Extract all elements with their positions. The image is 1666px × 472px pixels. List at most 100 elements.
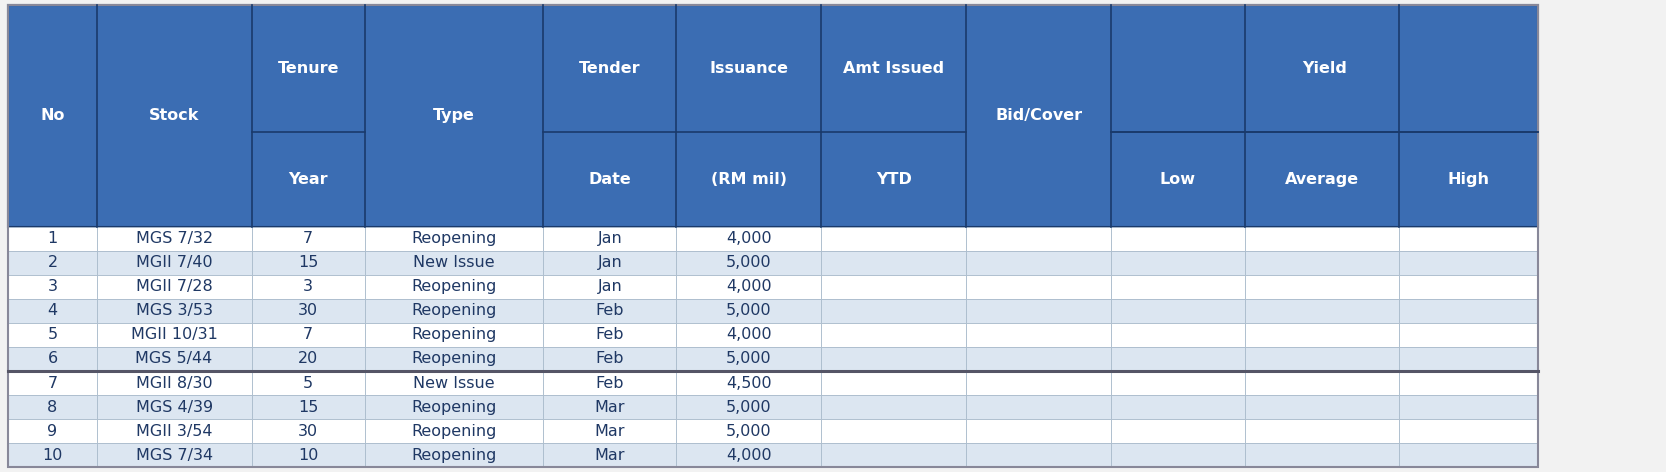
Bar <box>1111 395 1245 419</box>
Bar <box>8 395 97 419</box>
Bar <box>1399 275 1538 299</box>
Text: No: No <box>40 108 65 123</box>
Text: 30: 30 <box>298 303 318 318</box>
Bar <box>252 395 365 419</box>
Bar <box>8 371 97 395</box>
Text: MGS 5/44: MGS 5/44 <box>135 352 213 366</box>
Text: High: High <box>1448 172 1489 187</box>
Bar <box>1111 347 1245 371</box>
Bar <box>1111 323 1245 347</box>
Bar <box>1111 299 1245 323</box>
Bar <box>821 347 966 371</box>
Text: 8: 8 <box>47 400 58 414</box>
Bar <box>676 419 821 443</box>
Bar <box>1399 299 1538 323</box>
Text: Reopening: Reopening <box>412 231 496 246</box>
Text: Tenure: Tenure <box>278 61 338 76</box>
Bar <box>966 395 1111 419</box>
Text: 15: 15 <box>298 400 318 414</box>
Text: Feb: Feb <box>595 303 625 318</box>
Bar <box>252 419 365 443</box>
Bar <box>365 419 543 443</box>
Bar <box>966 275 1111 299</box>
Bar <box>966 323 1111 347</box>
Text: 5,000: 5,000 <box>726 255 771 270</box>
Bar <box>1111 419 1245 443</box>
Bar <box>676 395 821 419</box>
Text: MGII 10/31: MGII 10/31 <box>130 328 218 342</box>
Text: Average: Average <box>1284 172 1359 187</box>
Text: MGII 8/30: MGII 8/30 <box>137 376 212 390</box>
Bar <box>8 5 1538 227</box>
Text: 4,500: 4,500 <box>726 376 771 390</box>
Text: New Issue: New Issue <box>413 255 495 270</box>
Text: Tender: Tender <box>580 61 640 76</box>
Text: 10: 10 <box>298 448 318 463</box>
Text: (RM mil): (RM mil) <box>711 172 786 187</box>
Bar <box>1399 251 1538 275</box>
Text: 6: 6 <box>47 352 58 366</box>
Bar <box>966 227 1111 251</box>
Text: 20: 20 <box>298 352 318 366</box>
Bar <box>365 227 543 251</box>
Bar <box>8 5 1538 132</box>
Bar <box>1399 395 1538 419</box>
Bar <box>1245 251 1399 275</box>
Text: Low: Low <box>1160 172 1196 187</box>
Bar <box>1399 443 1538 467</box>
Text: 15: 15 <box>298 255 318 270</box>
Bar <box>676 299 821 323</box>
Bar <box>966 347 1111 371</box>
Bar <box>821 371 966 395</box>
Bar <box>365 395 543 419</box>
Bar <box>543 275 676 299</box>
Text: 5,000: 5,000 <box>726 352 771 366</box>
Text: Amt Issued: Amt Issued <box>843 61 945 76</box>
Bar <box>1245 371 1399 395</box>
Bar <box>676 251 821 275</box>
Text: Reopening: Reopening <box>412 328 496 342</box>
Text: MGS 7/32: MGS 7/32 <box>135 231 213 246</box>
Bar <box>676 371 821 395</box>
Bar <box>543 395 676 419</box>
Bar <box>97 443 252 467</box>
Bar <box>1245 299 1399 323</box>
Bar <box>543 347 676 371</box>
Bar <box>821 251 966 275</box>
Bar <box>676 347 821 371</box>
Bar <box>8 323 97 347</box>
Bar <box>821 395 966 419</box>
Text: Date: Date <box>588 172 631 187</box>
Bar <box>97 371 252 395</box>
Text: Reopening: Reopening <box>412 448 496 463</box>
Bar <box>966 371 1111 395</box>
Bar <box>543 251 676 275</box>
Text: 5: 5 <box>303 376 313 390</box>
Text: 4,000: 4,000 <box>726 279 771 294</box>
Bar <box>8 251 97 275</box>
Text: Type: Type <box>433 108 475 123</box>
Text: 4,000: 4,000 <box>726 231 771 246</box>
Bar <box>365 323 543 347</box>
Text: 4,000: 4,000 <box>726 328 771 342</box>
Bar <box>97 227 252 251</box>
Bar <box>676 443 821 467</box>
Bar <box>821 299 966 323</box>
Bar <box>1245 323 1399 347</box>
Text: 30: 30 <box>298 424 318 438</box>
Text: Jan: Jan <box>598 231 621 246</box>
Bar <box>97 419 252 443</box>
Bar <box>97 299 252 323</box>
Text: 7: 7 <box>303 231 313 246</box>
Text: Reopening: Reopening <box>412 352 496 366</box>
Bar <box>1245 443 1399 467</box>
Text: MGII 7/28: MGII 7/28 <box>135 279 213 294</box>
Bar <box>676 275 821 299</box>
Bar <box>1399 227 1538 251</box>
Text: 5: 5 <box>47 328 58 342</box>
Text: MGS 7/34: MGS 7/34 <box>135 448 213 463</box>
Bar <box>365 299 543 323</box>
Bar <box>8 227 97 251</box>
Bar <box>8 299 97 323</box>
Text: 10: 10 <box>42 448 63 463</box>
